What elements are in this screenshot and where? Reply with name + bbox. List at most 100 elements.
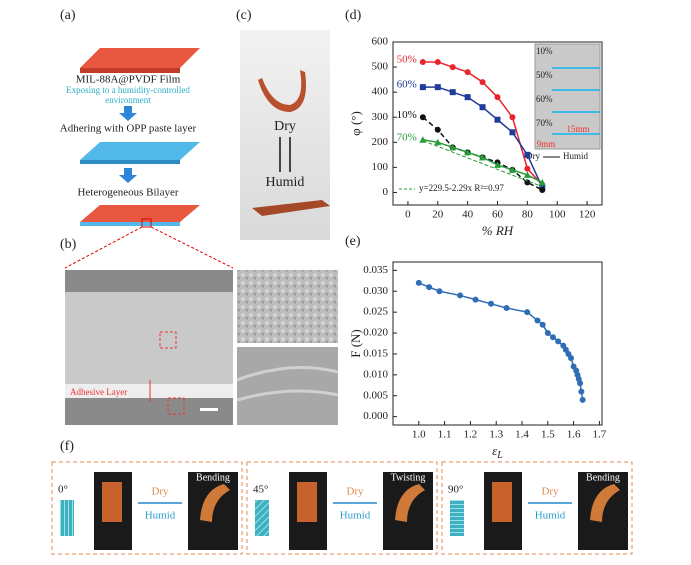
y-axis-label: F (N): [348, 329, 363, 358]
point: [539, 186, 546, 193]
x-tick-label: 1.4: [515, 429, 529, 441]
inset-label: 70%: [536, 118, 553, 128]
y-axis-label: φ (°): [348, 111, 363, 136]
line: [422, 86, 543, 188]
point: [577, 380, 584, 387]
x-tick-label: 1.1: [438, 429, 452, 441]
arrow: [119, 168, 137, 183]
x-axis-label: % RH: [482, 223, 514, 238]
bilayer-edge: [80, 222, 180, 226]
series-label: 50%: [397, 54, 417, 66]
series-label: 60%: [397, 79, 417, 91]
x-tick-label: 120: [579, 209, 596, 221]
point: [524, 179, 531, 186]
point: [479, 153, 487, 161]
angle-label: 90°: [448, 484, 463, 496]
step-text: Exposing to a humidity-controlled: [66, 85, 190, 95]
panel-box: [441, 461, 633, 555]
panel-label: (d): [345, 8, 362, 23]
inset-state: Dry: [526, 151, 540, 161]
zoom-box: [141, 218, 152, 228]
x-tick-label: 1.5: [541, 429, 555, 441]
state-label: Humid: [266, 175, 305, 190]
y-tick-label: 0.005: [363, 389, 388, 401]
film-text: MIL-88A@PVDF Film: [76, 74, 181, 86]
point: [426, 284, 433, 291]
point: [539, 321, 546, 328]
y-tick-label: 600: [372, 36, 389, 48]
inset-photo: [534, 43, 601, 150]
state-label: Dry: [274, 119, 296, 134]
state-label: Dry: [541, 486, 559, 498]
point: [579, 396, 586, 403]
point: [508, 166, 516, 173]
point: [523, 171, 531, 178]
point: [449, 143, 457, 151]
inset-label: 50%: [536, 70, 553, 80]
point: [464, 148, 472, 156]
y-tick-label: 0.010: [363, 368, 388, 380]
x-tick-label: 1.2: [464, 429, 478, 441]
inset-scale: 15mm: [566, 124, 589, 134]
step-text: Adhering with OPP paste layer: [60, 123, 197, 135]
x-tick-label: 60: [492, 209, 504, 221]
point: [494, 94, 501, 101]
point: [434, 59, 441, 66]
strip-photo: [200, 484, 230, 522]
y-tick-label: 0.025: [363, 306, 388, 318]
line: [422, 139, 543, 184]
y-tick-label: 200: [372, 136, 389, 148]
x-tick-label: 80: [522, 209, 534, 221]
panel-box: [51, 461, 243, 555]
state-label: Humid: [535, 510, 566, 522]
x-tick-label: 100: [549, 209, 566, 221]
point: [538, 178, 546, 186]
zoom-box: [159, 331, 177, 349]
orientation-icon: [450, 500, 464, 536]
panel-label: (a): [60, 8, 76, 23]
point: [479, 104, 486, 111]
panel-label: (c): [236, 8, 252, 23]
y-tick-label: 0.000: [363, 410, 388, 422]
film-slab: [80, 48, 200, 68]
state-label: Humid: [340, 510, 371, 522]
y-tick-label: 0: [383, 186, 389, 198]
sem-image: [237, 347, 338, 425]
panel-label: (b): [60, 237, 77, 252]
panel-label: (e): [345, 234, 361, 249]
zoom-line: [64, 226, 143, 269]
arrow: [119, 106, 137, 121]
y-tick-label: 0.035: [363, 264, 388, 276]
point: [419, 114, 426, 121]
point: [434, 138, 442, 146]
point: [472, 296, 479, 303]
y-tick-label: 100: [372, 161, 389, 173]
y-tick-label: 0.030: [363, 285, 388, 297]
strip-photo: [395, 484, 425, 522]
x-tick-label: 20: [432, 209, 444, 221]
x-tick-label: 0: [405, 209, 411, 221]
mode-label: Bending: [196, 472, 230, 483]
orientation-icon: [60, 500, 74, 536]
orientation-icon: [255, 500, 269, 536]
point: [419, 84, 426, 91]
strip-photo: [297, 482, 317, 522]
step-text: environment: [105, 95, 151, 105]
x-tick-label: 1.6: [567, 429, 581, 441]
point: [524, 309, 531, 316]
y-tick-label: 0.015: [363, 347, 388, 359]
sem-texture: [236, 366, 339, 402]
x-tick-label: 1.7: [593, 429, 607, 441]
series-label: 70%: [397, 131, 417, 143]
point: [549, 334, 556, 341]
point: [479, 79, 486, 86]
inset-state: Humid: [563, 151, 589, 161]
layer-label: Adhesive Layer: [70, 387, 127, 397]
y-tick-label: 500: [372, 61, 389, 73]
y-tick-label: 0.020: [363, 327, 388, 339]
x-tick-label: 40: [462, 209, 474, 221]
point: [419, 59, 426, 66]
point: [524, 165, 531, 172]
bilayer-slab: [80, 205, 200, 222]
point: [436, 288, 443, 295]
